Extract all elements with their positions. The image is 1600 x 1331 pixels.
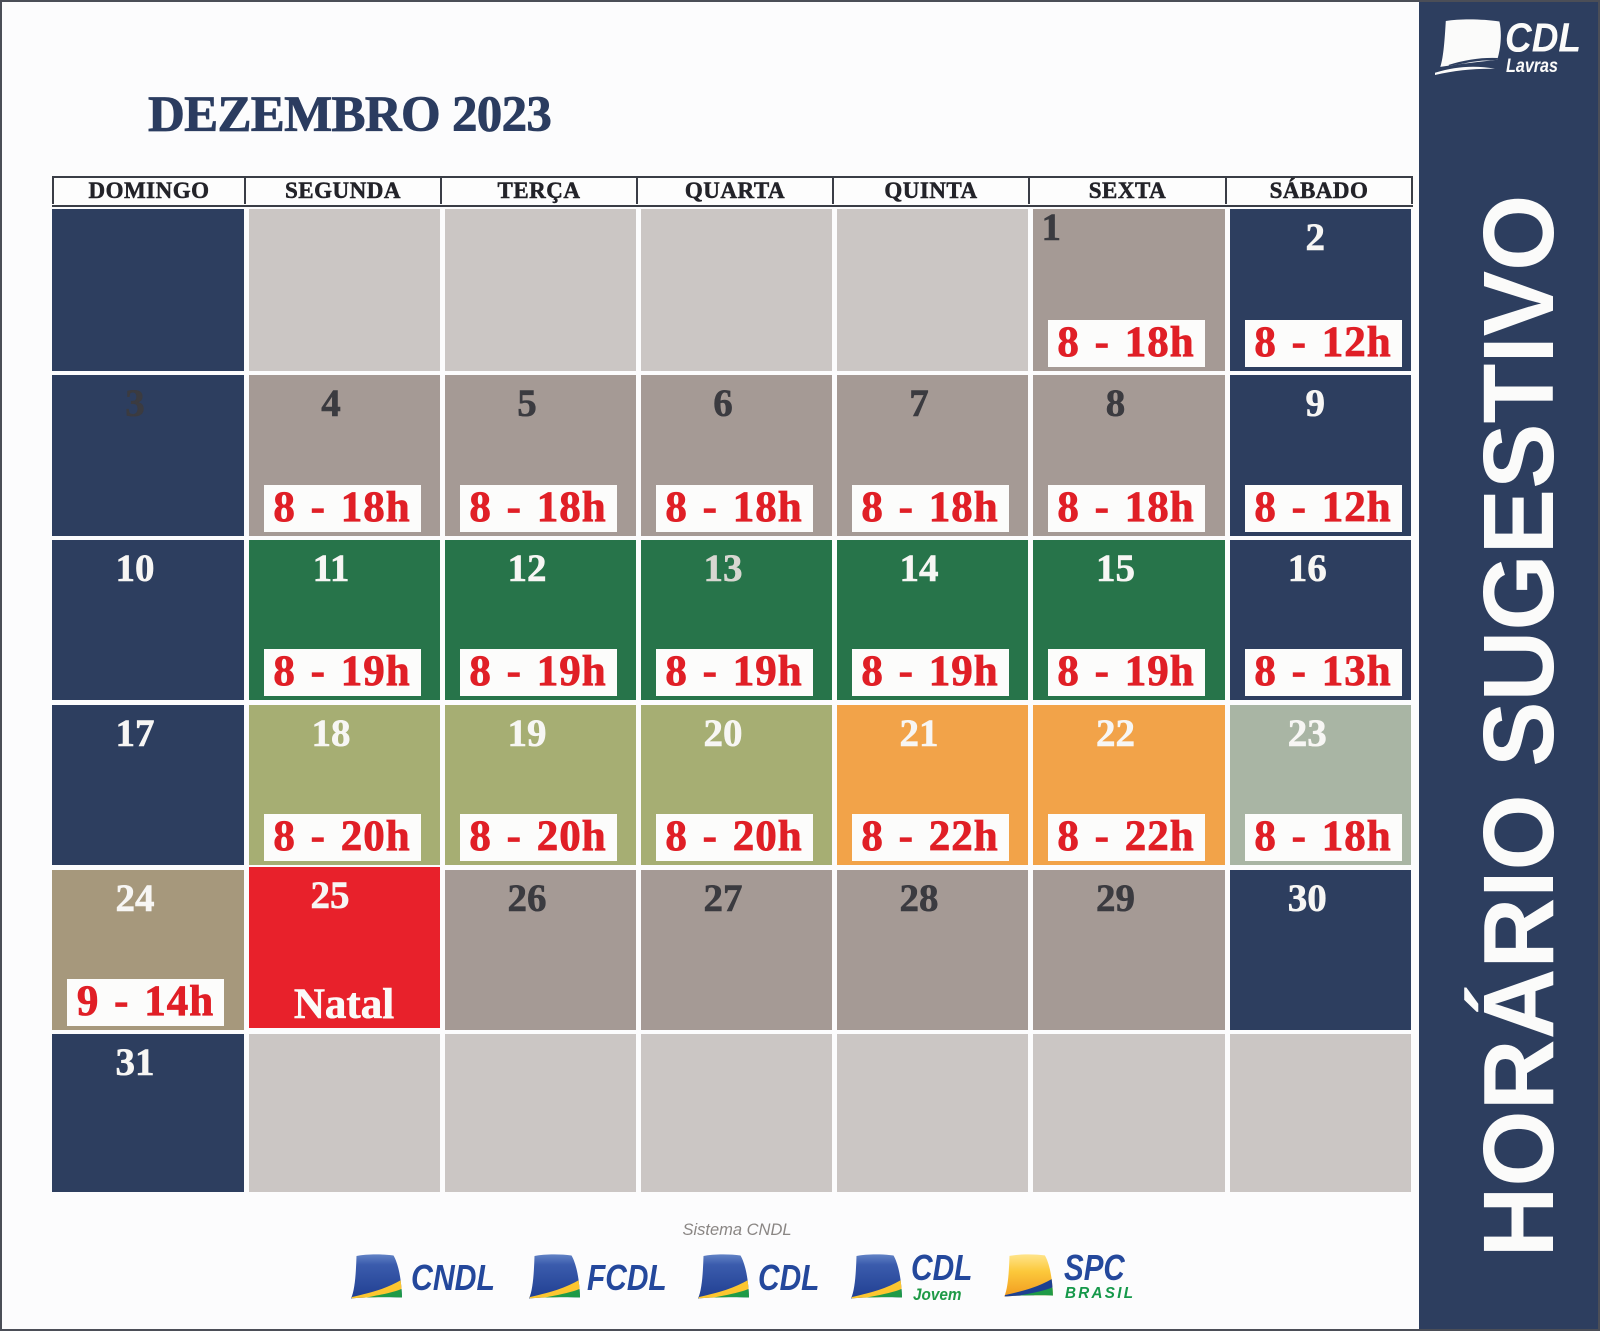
svg-text:CDL: CDL bbox=[1505, 15, 1581, 61]
svg-text:Lavras: Lavras bbox=[1506, 56, 1558, 77]
